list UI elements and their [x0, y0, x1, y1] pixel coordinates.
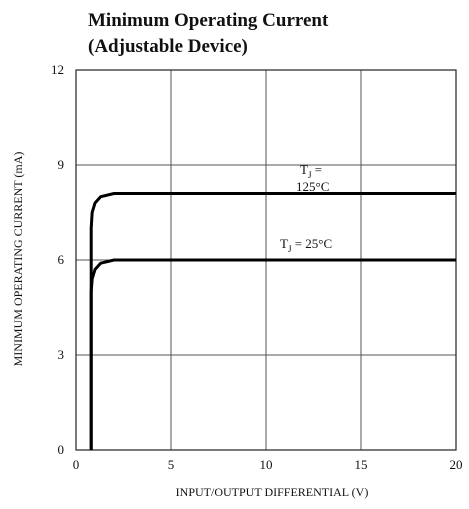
series-group	[89, 192, 456, 450]
x-tick-label: 15	[355, 457, 368, 472]
y-tick-labels: 0 3 6 9 12	[51, 62, 65, 457]
series-label-25c-rest: = 25°C	[291, 236, 332, 251]
series-label-125c-eq: =	[311, 162, 322, 177]
y-tick-label: 3	[58, 347, 65, 362]
x-tick-label: 5	[168, 457, 175, 472]
x-tick-label: 20	[450, 457, 463, 472]
y-tick-label: 12	[51, 62, 64, 77]
series-label-25c: TJ = 25°C	[280, 236, 332, 254]
series-line-0	[89, 192, 456, 450]
y-tick-label: 9	[58, 157, 65, 172]
series-line-1	[89, 258, 456, 450]
x-axis-label: INPUT/OUTPUT DIFFERENTIAL (V)	[176, 485, 369, 499]
series-label-25c-sub: J	[288, 244, 292, 254]
series-label-25c-t: T	[280, 236, 288, 251]
y-tick-label: 6	[58, 252, 65, 267]
chart-title-line2: (Adjustable Device)	[88, 36, 248, 57]
series-label-125c-line1: TJ =	[300, 162, 322, 180]
series-label-125c-sub: J	[308, 170, 312, 180]
series-label-125c-line2: 125°C	[296, 179, 329, 194]
chart-title-line1: Minimum Operating Current	[88, 10, 329, 31]
x-tick-label: 10	[260, 457, 273, 472]
y-tick-label: 0	[58, 442, 65, 457]
y-axis-label: MINIMUM OPERATING CURRENT (mA)	[11, 152, 25, 367]
x-tick-labels: 0 5 10 15 20	[73, 457, 463, 472]
x-tick-label: 0	[73, 457, 80, 472]
series-label-125c-t: T	[300, 162, 308, 177]
